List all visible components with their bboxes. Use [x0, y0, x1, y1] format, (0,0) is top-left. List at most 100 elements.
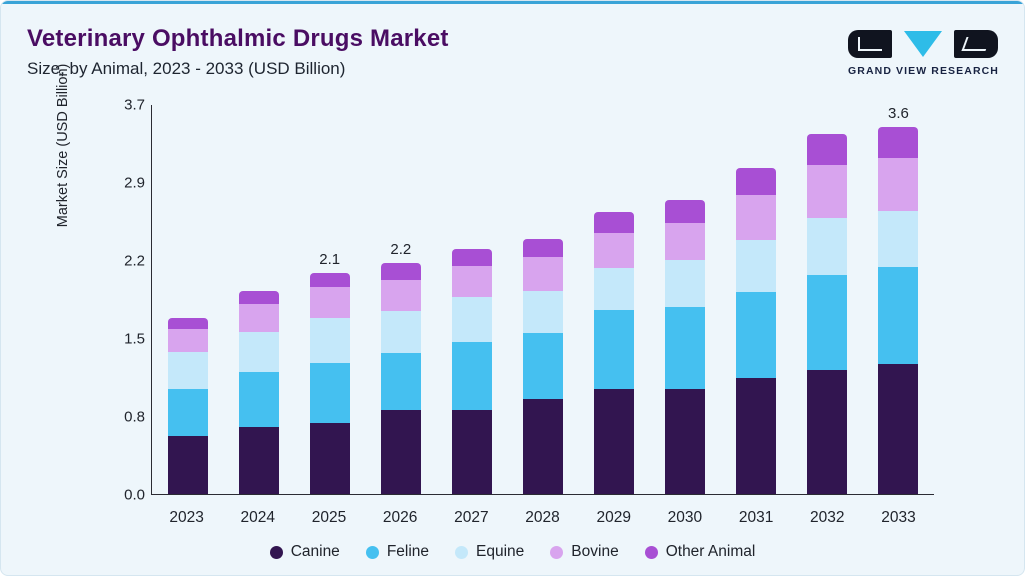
segment-equine[interactable]	[807, 217, 848, 276]
segment-equine[interactable]	[878, 210, 919, 267]
segment-canine[interactable]	[665, 388, 706, 494]
segment-equine[interactable]	[380, 311, 421, 354]
segment-equine[interactable]	[594, 267, 635, 311]
segment-feline[interactable]	[309, 362, 350, 423]
y-tick-label: 1.5	[124, 330, 145, 348]
bar-column-2028	[507, 105, 578, 494]
chart-subtitle: Size, by Animal, 2023 - 2033 (USD Billio…	[27, 59, 346, 78]
legend-label: Feline	[386, 543, 430, 560]
stacked-bar-2027[interactable]	[451, 249, 492, 494]
stacked-bar-2031[interactable]	[736, 168, 777, 494]
segment-canine[interactable]	[878, 363, 919, 494]
legend-item-other-animal[interactable]: Other Animal	[644, 543, 756, 561]
x-tick-label-2032: 2032	[810, 509, 845, 526]
segment-feline[interactable]	[380, 353, 421, 410]
stacked-bar-2028[interactable]	[523, 238, 564, 494]
stacked-bar-2029[interactable]	[594, 212, 635, 494]
logo-text: GRAND VIEW RESEARCH	[848, 65, 999, 77]
logo-triangle-icon	[904, 31, 942, 57]
segment-equine[interactable]	[167, 352, 208, 389]
segment-bovine[interactable]	[878, 157, 919, 211]
segment-bovine[interactable]	[309, 286, 350, 319]
segment-canine[interactable]	[594, 388, 635, 494]
segment-equine[interactable]	[309, 318, 350, 363]
legend-label: Canine	[290, 543, 340, 560]
legend-dot-icon	[365, 545, 379, 559]
stacked-bar-2033[interactable]	[878, 127, 919, 494]
stacked-bar-2024[interactable]	[238, 291, 279, 494]
segment-other-animal[interactable]	[736, 168, 777, 196]
segment-feline[interactable]	[238, 372, 279, 427]
segment-bovine[interactable]	[594, 233, 635, 268]
segment-other-animal[interactable]	[665, 199, 706, 223]
segment-other-animal[interactable]	[594, 212, 635, 234]
segment-feline[interactable]	[523, 333, 564, 400]
legend-dot-icon	[550, 545, 564, 559]
segment-other-animal[interactable]	[380, 262, 421, 280]
segment-other-animal[interactable]	[523, 238, 564, 258]
stacked-bar-2032[interactable]	[807, 134, 848, 494]
bar-column-2029	[579, 105, 650, 494]
segment-canine[interactable]	[167, 436, 208, 494]
y-tick-label: 2.2	[124, 252, 145, 270]
segment-feline[interactable]	[167, 388, 208, 437]
segment-other-animal[interactable]	[167, 318, 208, 329]
segment-other-animal[interactable]	[807, 134, 848, 165]
segment-canine[interactable]	[309, 422, 350, 494]
legend-item-canine[interactable]: Canine	[269, 543, 340, 561]
grand-view-research-logo: GRAND VIEW RESEARCH	[848, 29, 998, 77]
bar-value-label-2026: 2.2	[390, 240, 412, 258]
x-tick-label-2024: 2024	[240, 509, 276, 526]
stacked-bar-2023[interactable]	[167, 318, 208, 494]
segment-feline[interactable]	[594, 310, 635, 389]
plot-area: 2.1 2.2 3.6	[151, 105, 934, 495]
segment-canine[interactable]	[807, 369, 848, 494]
x-tick-label-2029: 2029	[596, 509, 631, 526]
bar-column-2032	[792, 105, 863, 494]
segment-other-animal[interactable]	[238, 291, 279, 304]
segment-feline[interactable]	[736, 292, 777, 379]
bar-column-2033: 3.6	[863, 105, 934, 494]
segment-canine[interactable]	[238, 426, 279, 494]
segment-other-animal[interactable]	[451, 249, 492, 266]
stacked-bar-2025[interactable]	[309, 273, 350, 494]
legend-item-feline[interactable]: Feline	[365, 543, 430, 561]
legend-item-bovine[interactable]: Bovine	[550, 543, 619, 561]
segment-feline[interactable]	[451, 341, 492, 410]
bar-column-2024	[223, 105, 294, 494]
segment-bovine[interactable]	[665, 222, 706, 260]
bar-column-2027	[436, 105, 507, 494]
segment-equine[interactable]	[523, 291, 564, 334]
segment-bovine[interactable]	[167, 328, 208, 353]
x-tick-label-2026: 2026	[382, 509, 418, 526]
legend-label: Other Animal	[665, 543, 756, 560]
segment-canine[interactable]	[736, 378, 777, 494]
segment-bovine[interactable]	[807, 164, 848, 218]
segment-equine[interactable]	[451, 297, 492, 342]
segment-bovine[interactable]	[238, 303, 279, 333]
segment-other-animal[interactable]	[878, 127, 919, 158]
segment-canine[interactable]	[523, 399, 564, 494]
y-axis-ticks: 0.0 0.8 1.5 2.2 2.9 3.7	[97, 97, 145, 504]
segment-feline[interactable]	[878, 266, 919, 364]
segment-bovine[interactable]	[451, 265, 492, 298]
segment-other-animal[interactable]	[309, 273, 350, 287]
segment-feline[interactable]	[665, 306, 706, 389]
segment-canine[interactable]	[451, 409, 492, 494]
chart-legend: Canine Feline Equine Bovine Other Animal	[1, 543, 1024, 561]
segment-bovine[interactable]	[523, 257, 564, 292]
bar-column-2026: 2.2	[365, 105, 436, 494]
segment-feline[interactable]	[807, 275, 848, 370]
stacked-bar-2030[interactable]	[665, 199, 706, 494]
x-axis-labels: 2023 2024 2025 2026 2027 2028 2029 2030 2031 2032…	[151, 509, 934, 527]
segment-equine[interactable]	[238, 332, 279, 373]
stacked-bar-2026[interactable]	[380, 262, 421, 494]
segment-canine[interactable]	[380, 409, 421, 494]
bar-value-label-2033: 3.6	[888, 105, 909, 122]
legend-item-equine[interactable]: Equine	[455, 543, 524, 561]
segment-equine[interactable]	[736, 239, 777, 293]
segment-bovine[interactable]	[736, 195, 777, 240]
x-tick-label-2028: 2028	[525, 509, 560, 526]
segment-equine[interactable]	[665, 259, 706, 307]
segment-bovine[interactable]	[380, 279, 421, 312]
